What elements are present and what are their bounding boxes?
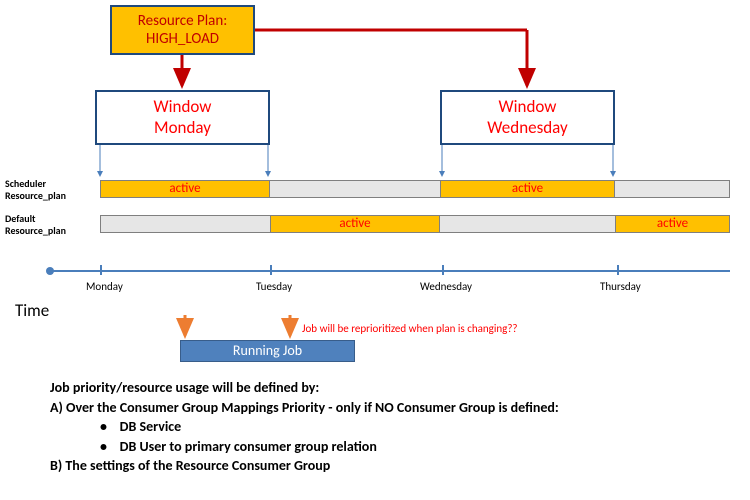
scheduler-label: Scheduler Resource_plan xyxy=(5,178,66,202)
default-active-1: active xyxy=(270,215,440,233)
scheduler-active-1: active xyxy=(100,180,270,198)
time-label: Time xyxy=(15,300,49,321)
tick-tue xyxy=(270,265,272,275)
footer-l4: • DB User to primary consumer group rela… xyxy=(100,437,559,457)
tick-thu xyxy=(617,265,619,275)
timeline-axis xyxy=(50,270,730,272)
running-job-bar: Running Job xyxy=(180,340,355,362)
default-label: Default Resource_plan xyxy=(5,213,66,237)
footer-l5: B) The settings of the Resource Consumer… xyxy=(50,456,559,476)
footer-text: Job priority/resource usage will be defi… xyxy=(50,378,559,476)
default-active-2: active xyxy=(615,215,730,233)
footer-l2: A) Over the Consumer Group Mappings Prio… xyxy=(50,398,559,418)
day-monday: Monday xyxy=(86,280,123,293)
tick-mon xyxy=(100,265,102,275)
reprioritize-note: Job will be reprioritized when plan is c… xyxy=(302,322,518,335)
footer-l1: Job priority/resource usage will be defi… xyxy=(50,378,559,398)
day-thursday: Thursday xyxy=(600,280,641,293)
tick-wed xyxy=(442,265,444,275)
timeline-start-dot xyxy=(46,267,54,275)
day-wednesday: Wednesday xyxy=(420,280,472,293)
day-tuesday: Tuesday xyxy=(256,280,292,293)
scheduler-active-2: active xyxy=(440,180,615,198)
footer-l3: • DB Service xyxy=(100,417,559,437)
